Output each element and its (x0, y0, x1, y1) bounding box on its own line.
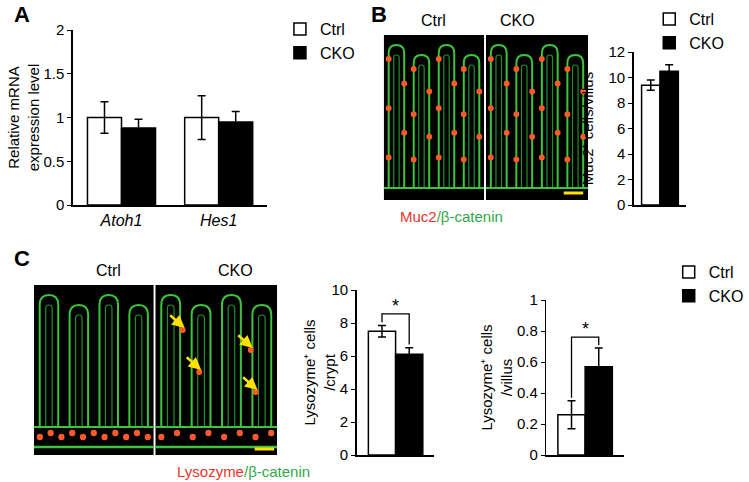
svg-text:0.5: 0.5 (44, 153, 65, 170)
svg-text:0: 0 (529, 446, 537, 463)
svg-text:4: 4 (617, 145, 625, 162)
svg-text:0.2: 0.2 (517, 415, 538, 432)
svg-text:CKO: CKO (218, 262, 253, 279)
svg-text:2: 2 (617, 171, 625, 188)
svg-text:10: 10 (609, 69, 626, 86)
svg-text:8: 8 (617, 94, 625, 111)
svg-text:Muc2/β-catenin: Muc2/β-catenin (400, 208, 503, 225)
svg-text:Ctrl: Ctrl (689, 11, 714, 28)
svg-text:Ctrl: Ctrl (96, 262, 121, 279)
svg-text:0: 0 (617, 196, 625, 213)
svg-text:Ctrl: Ctrl (320, 21, 345, 38)
svg-text:2: 2 (340, 413, 348, 430)
svg-text:1: 1 (56, 109, 64, 126)
svg-text:Lysozyme/β-catenin: Lysozyme/β-catenin (177, 463, 310, 480)
svg-text:12: 12 (609, 43, 626, 60)
svg-text:A: A (14, 2, 30, 27)
svg-text:Lysozyme⁺ cells/villus: Lysozyme⁺ cells/villus (478, 324, 515, 430)
svg-text:B: B (371, 2, 387, 27)
svg-text:0.8: 0.8 (517, 322, 538, 339)
svg-text:1: 1 (529, 291, 537, 308)
svg-text:Lysozyme⁺ cells/crypt: Lysozyme⁺ cells/crypt (301, 319, 338, 425)
svg-text:6: 6 (340, 347, 348, 364)
svg-text:0: 0 (340, 446, 348, 463)
svg-text:CKO: CKO (709, 288, 744, 305)
svg-text:Muc2⁺ cells/villus: Muc2⁺ cells/villus (579, 72, 596, 185)
svg-text:*: * (392, 296, 399, 316)
svg-text:CKO: CKO (320, 45, 355, 62)
svg-text:8: 8 (340, 314, 348, 331)
svg-text:4: 4 (340, 380, 348, 397)
svg-text:0: 0 (56, 196, 64, 213)
svg-text:2: 2 (56, 21, 64, 38)
svg-text:1.5: 1.5 (44, 65, 65, 82)
svg-text:0.4: 0.4 (517, 384, 538, 401)
svg-text:CKO: CKO (689, 35, 724, 52)
svg-text:Ctrl: Ctrl (421, 12, 446, 29)
svg-text:Hes1: Hes1 (200, 212, 237, 229)
svg-text:0.6: 0.6 (517, 353, 538, 370)
svg-text:Ctrl: Ctrl (709, 264, 734, 281)
svg-text:*: * (582, 319, 589, 339)
svg-text:6: 6 (617, 120, 625, 137)
svg-text:C: C (14, 246, 30, 271)
svg-text:Relative mRNAexpression level: Relative mRNAexpression level (5, 64, 42, 172)
svg-text:Atoh1: Atoh1 (100, 212, 143, 229)
svg-text:10: 10 (332, 281, 349, 298)
svg-text:CKO: CKO (500, 12, 535, 29)
